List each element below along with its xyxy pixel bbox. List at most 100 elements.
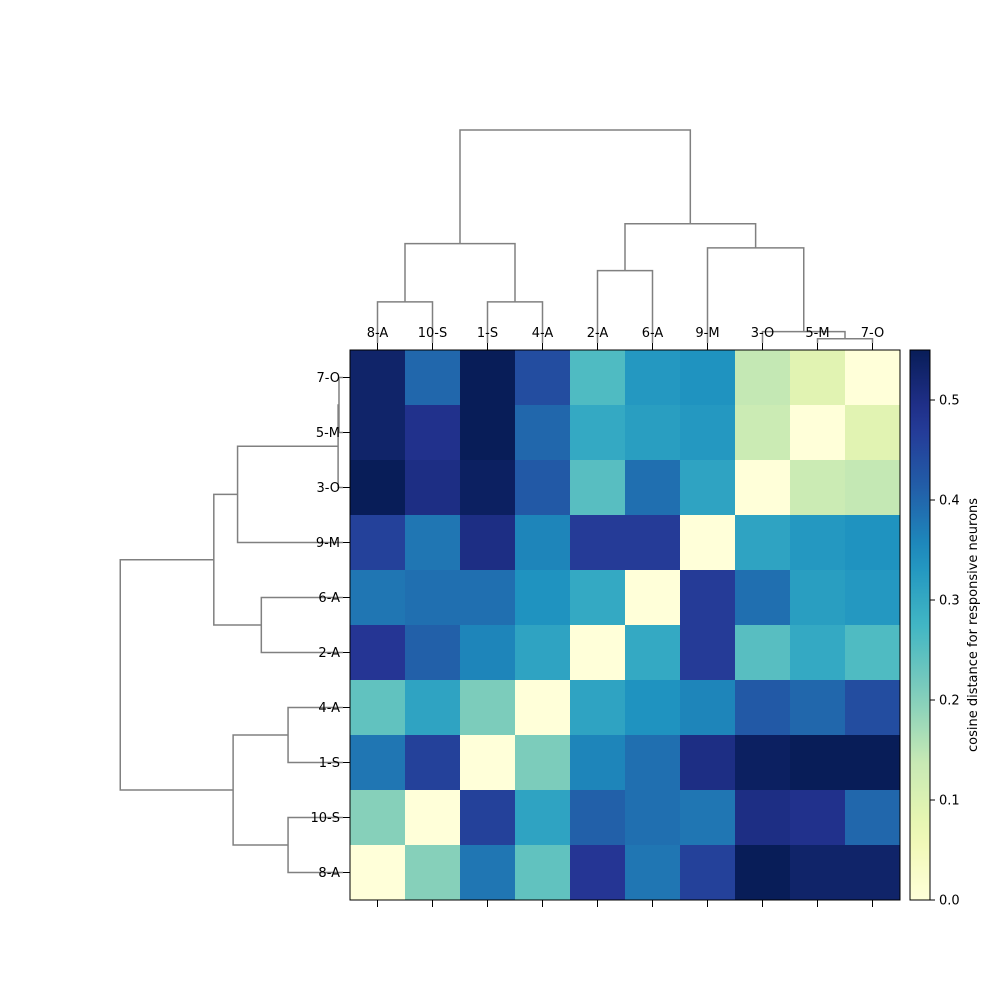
col-label-1-S: 1-S bbox=[477, 326, 498, 341]
heatmap-cell-2-A-6-A bbox=[625, 625, 681, 681]
heatmap-cell-10-S-1-S bbox=[460, 790, 516, 846]
heatmap-cell-5-M-9-M bbox=[680, 405, 736, 461]
heatmap-frame bbox=[349, 349, 901, 901]
heatmap-cell-6-A-7-O bbox=[845, 570, 901, 626]
heatmap-cell-4-A-6-A bbox=[625, 680, 681, 736]
row-label-6-A: 6-A bbox=[318, 591, 340, 606]
heatmap-cell-7-O-3-O bbox=[735, 350, 791, 406]
heatmap-cell-5-M-10-S bbox=[405, 405, 461, 461]
heatmap-cell-8-A-8-A bbox=[350, 845, 406, 901]
row-label-7-O: 7-O bbox=[316, 371, 340, 386]
colorbar-gradient bbox=[909, 349, 931, 901]
heatmap-cell-8-A-7-O bbox=[845, 845, 901, 901]
heatmap-cell-2-A-8-A bbox=[350, 625, 406, 681]
heatmap-cell-7-O-7-O bbox=[845, 350, 901, 406]
heatmap-cell-1-S-1-S bbox=[460, 735, 516, 791]
heatmap-cell-9-M-5-M bbox=[790, 515, 846, 571]
heatmap-cell-7-O-8-A bbox=[350, 350, 406, 406]
heatmap-cell-8-A-3-O bbox=[735, 845, 791, 901]
colorbar-tick-label-2: 0.2 bbox=[939, 694, 960, 709]
colorbar-tick-label-3: 0.3 bbox=[939, 594, 960, 609]
heatmap-cell-5-M-3-O bbox=[735, 405, 791, 461]
col-label-7-O: 7-O bbox=[861, 326, 885, 341]
heatmap-cell-3-O-2-A bbox=[570, 460, 626, 516]
heatmap-cell-10-S-5-M bbox=[790, 790, 846, 846]
heatmap-cell-6-A-8-A bbox=[350, 570, 406, 626]
heatmap-cell-5-M-1-S bbox=[460, 405, 516, 461]
heatmap-cell-9-M-4-A bbox=[515, 515, 571, 571]
row-label-4-A: 4-A bbox=[318, 701, 340, 716]
heatmap-cell-10-S-10-S bbox=[405, 790, 461, 846]
row-label-9-M: 9-M bbox=[316, 536, 340, 551]
heatmap-cell-3-O-6-A bbox=[625, 460, 681, 516]
heatmap-cell-5-M-2-A bbox=[570, 405, 626, 461]
heatmap-cell-8-A-5-M bbox=[790, 845, 846, 901]
heatmap-cell-7-O-5-M bbox=[790, 350, 846, 406]
heatmap-cell-9-M-8-A bbox=[350, 515, 406, 571]
col-label-8-A: 8-A bbox=[367, 326, 389, 341]
heatmap-cell-4-A-7-O bbox=[845, 680, 901, 736]
heatmap-cell-4-A-4-A bbox=[515, 680, 571, 736]
colorbar: 0.0 0.1 0.2 0.3 0.4 0.5 bbox=[909, 349, 960, 909]
heatmap-cell-1-S-3-O bbox=[735, 735, 791, 791]
heatmap-cell-4-A-2-A bbox=[570, 680, 626, 736]
heatmap-cell-2-A-3-O bbox=[735, 625, 791, 681]
heatmap-cell-6-A-3-O bbox=[735, 570, 791, 626]
heatmap-cell-3-O-10-S bbox=[405, 460, 461, 516]
heatmap-cell-6-A-1-S bbox=[460, 570, 516, 626]
heatmap-cell-9-M-3-O bbox=[735, 515, 791, 571]
heatmap-cell-8-A-1-S bbox=[460, 845, 516, 901]
heatmap-cell-4-A-1-S bbox=[460, 680, 516, 736]
col-label-4-A: 4-A bbox=[532, 326, 554, 341]
heatmap-cell-10-S-3-O bbox=[735, 790, 791, 846]
col-label-5-M: 5-M bbox=[805, 326, 829, 341]
heatmap-cell-3-O-3-O bbox=[735, 460, 791, 516]
heatmap-cell-8-A-2-A bbox=[570, 845, 626, 901]
row-label-8-A: 8-A bbox=[318, 866, 340, 881]
heatmap-cell-3-O-1-S bbox=[460, 460, 516, 516]
heatmap-cell-7-O-2-A bbox=[570, 350, 626, 406]
heatmap-cell-10-S-7-O bbox=[845, 790, 901, 846]
heatmap-cell-5-M-5-M bbox=[790, 405, 846, 461]
heatmap-cell-3-O-4-A bbox=[515, 460, 571, 516]
heatmap-cell-6-A-6-A bbox=[625, 570, 681, 626]
heatmap-cell-9-M-9-M bbox=[680, 515, 736, 571]
heatmap-cell-2-A-4-A bbox=[515, 625, 571, 681]
heatmap-cell-2-A-10-S bbox=[405, 625, 461, 681]
col-label-2-A: 2-A bbox=[587, 326, 609, 341]
heatmap bbox=[350, 350, 901, 901]
heatmap-cell-1-S-8-A bbox=[350, 735, 406, 791]
heatmap-cell-5-M-6-A bbox=[625, 405, 681, 461]
heatmap-cell-10-S-4-A bbox=[515, 790, 571, 846]
col-label-6-A: 6-A bbox=[642, 326, 664, 341]
heatmap-cell-3-O-9-M bbox=[680, 460, 736, 516]
col-label-9-M: 9-M bbox=[695, 326, 719, 341]
column-tick-labels: 8-A 10-S 1-S 4-A 2-A 6-A 9-M 3-O 5-M 7-O bbox=[367, 326, 885, 907]
heatmap-cell-8-A-9-M bbox=[680, 845, 736, 901]
heatmap-cell-6-A-10-S bbox=[405, 570, 461, 626]
heatmap-cell-9-M-6-A bbox=[625, 515, 681, 571]
row-label-10-S: 10-S bbox=[311, 811, 341, 826]
row-dendrogram-link-0 bbox=[338, 376, 343, 434]
heatmap-cell-8-A-6-A bbox=[625, 845, 681, 901]
row-dendrogram-link-8 bbox=[119, 558, 234, 791]
heatmap-cell-7-O-10-S bbox=[405, 350, 461, 406]
heatmap-cell-4-A-10-S bbox=[405, 680, 461, 736]
heatmap-cell-6-A-5-M bbox=[790, 570, 846, 626]
colorbar-label: cosine distance for responsive neurons bbox=[966, 498, 981, 752]
heatmap-cell-4-A-3-O bbox=[735, 680, 791, 736]
heatmap-cell-1-S-2-A bbox=[570, 735, 626, 791]
heatmap-cell-8-A-10-S bbox=[405, 845, 461, 901]
column-dendrogram bbox=[376, 129, 874, 343]
col-label-10-S: 10-S bbox=[418, 326, 448, 341]
heatmap-cell-6-A-9-M bbox=[680, 570, 736, 626]
heatmap-cell-5-M-4-A bbox=[515, 405, 571, 461]
heatmap-cell-1-S-10-S bbox=[405, 735, 461, 791]
heatmap-cell-10-S-8-A bbox=[350, 790, 406, 846]
heatmap-cell-5-M-8-A bbox=[350, 405, 406, 461]
row-label-2-A: 2-A bbox=[318, 646, 340, 661]
heatmap-cell-4-A-5-M bbox=[790, 680, 846, 736]
heatmap-cell-1-S-5-M bbox=[790, 735, 846, 791]
heatmap-cell-9-M-7-O bbox=[845, 515, 901, 571]
